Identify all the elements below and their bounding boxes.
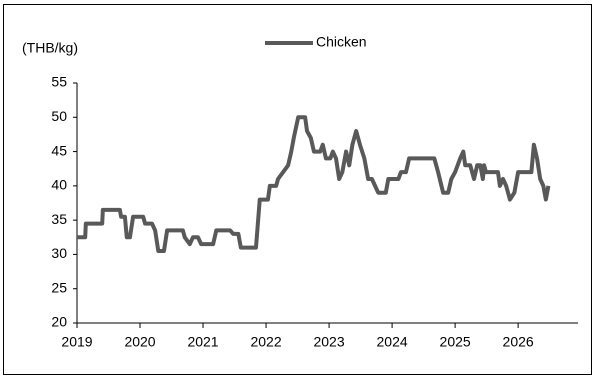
x-tick-label: 2020 [124, 334, 155, 350]
y-tick-label: 40 [51, 177, 67, 193]
y-unit-label: (THB/kg) [22, 40, 78, 56]
x-tick-label: 2026 [503, 334, 534, 350]
y-tick-label: 55 [51, 74, 67, 90]
x-tick-label: 2023 [313, 334, 344, 350]
x-tick-label: 2025 [440, 334, 471, 350]
y-tick-label: 20 [51, 314, 67, 330]
legend-label: Chicken [316, 34, 367, 50]
y-tick-label: 30 [51, 245, 67, 261]
y-tick-label: 45 [51, 142, 67, 158]
x-tick-label: 2019 [61, 334, 92, 350]
data-line [77, 115, 551, 253]
x-tick-label: 2024 [377, 334, 408, 350]
y-tick-label: 50 [51, 108, 67, 124]
x-tick-label: 2022 [250, 334, 281, 350]
y-tick-label: 25 [51, 279, 67, 295]
y-tick-label: 35 [51, 211, 67, 227]
chart-frame [3, 4, 592, 375]
x-tick-label: 2021 [187, 334, 218, 350]
